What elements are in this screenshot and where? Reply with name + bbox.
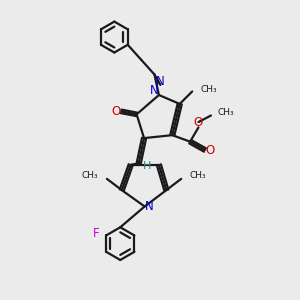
Text: CH₃: CH₃ bbox=[82, 171, 99, 180]
Text: O: O bbox=[111, 105, 120, 118]
Text: CH₃: CH₃ bbox=[190, 171, 206, 180]
Text: O: O bbox=[194, 116, 203, 129]
Text: CH₃: CH₃ bbox=[200, 85, 217, 94]
Text: N: N bbox=[156, 75, 165, 88]
Text: O: O bbox=[206, 143, 215, 157]
Text: N: N bbox=[150, 84, 159, 98]
Text: F: F bbox=[93, 227, 100, 241]
Text: CH₃: CH₃ bbox=[218, 108, 234, 117]
Text: H: H bbox=[143, 161, 151, 171]
Text: N: N bbox=[145, 200, 154, 213]
